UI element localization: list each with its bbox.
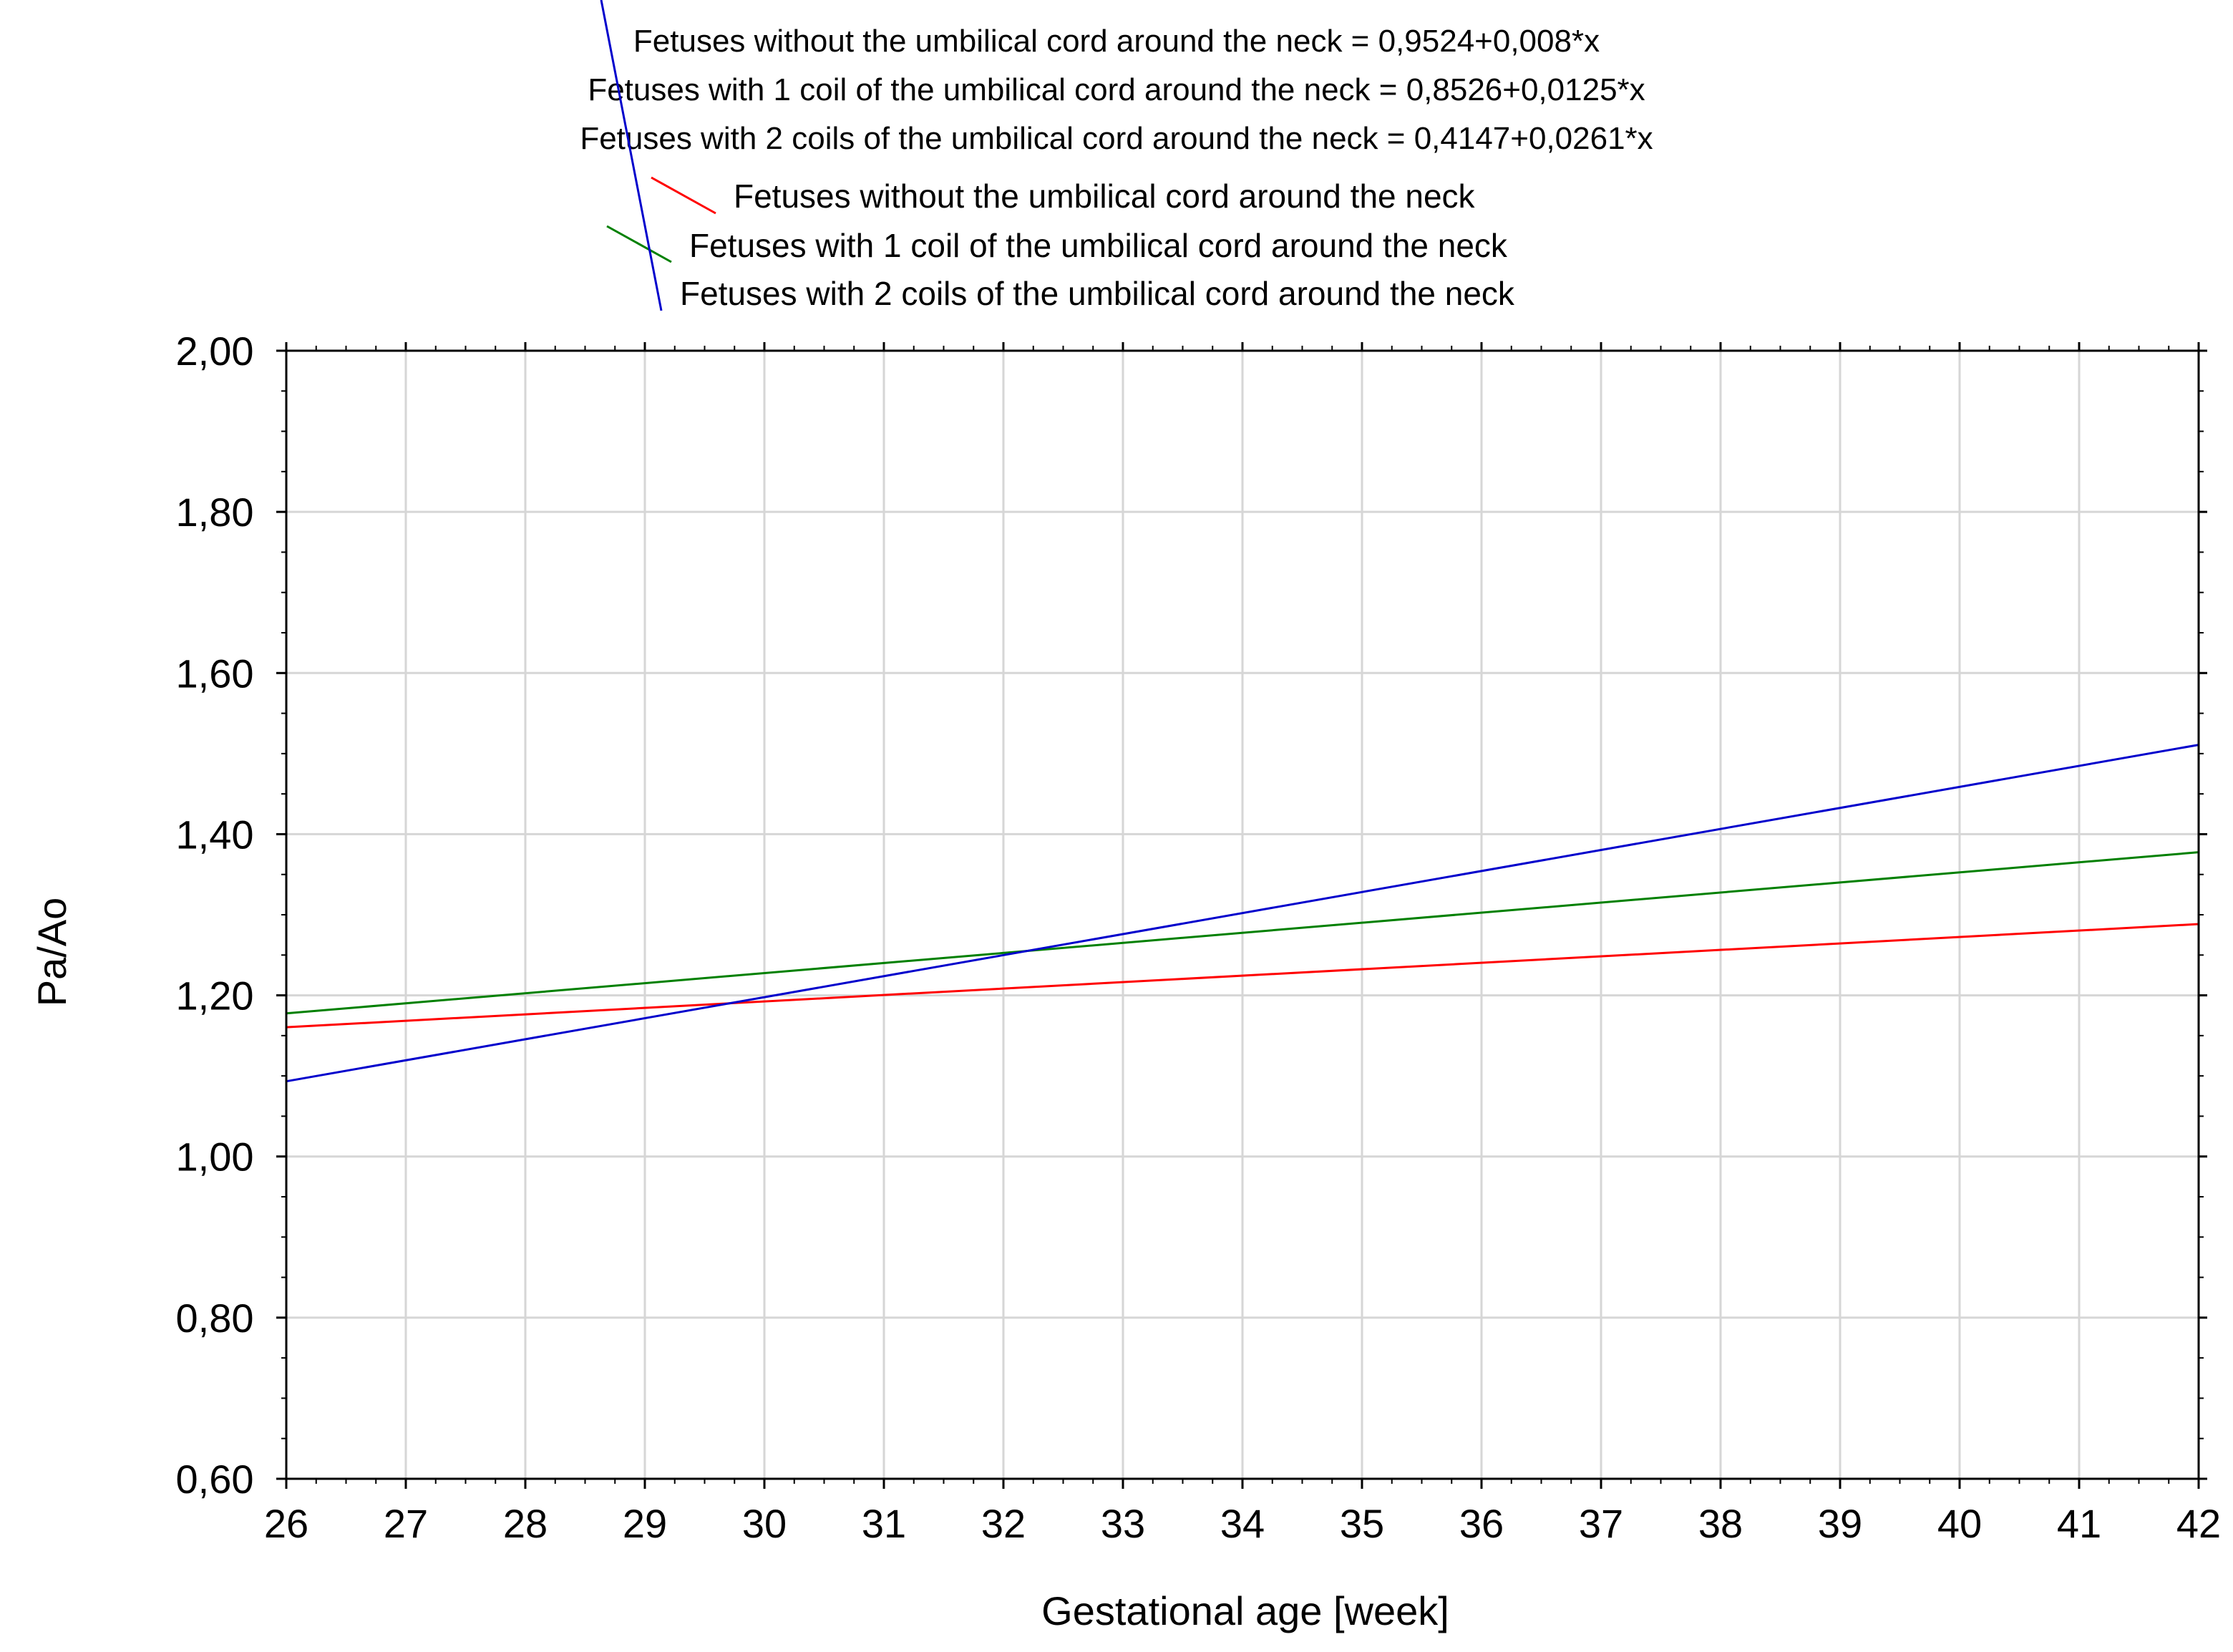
y-tick-label: 0,80 [176,1296,254,1341]
y-tick-label: 1,40 [176,812,254,857]
x-tick-label: 29 [623,1501,667,1546]
y-tick-label: 1,80 [176,490,254,535]
x-axis-tick-labels: 26 27 28 29 30 31 32 33 34 35 36 37 38 39 40 41 42 [264,1501,2221,1546]
equation-line-2: Fetuses with 1 coil of the umbilical cor… [588,72,1645,107]
x-tick-label: 33 [1101,1501,1145,1546]
y-axis-label: Pa/Ao [29,898,74,1007]
equation-header: Fetuses without the umbilical cord aroun… [580,24,1653,156]
equation-line-1: Fetuses without the umbilical cord aroun… [633,24,1600,59]
x-axis-label: Gestational age [week] [1041,1588,1449,1633]
x-tick-label: 42 [2176,1501,2221,1546]
series-line-no-cord [286,923,2199,1029]
legend-label-one-coil: Fetuses with 1 coil of the umbilical cor… [689,227,1508,264]
legend-label-no-cord: Fetuses without the umbilical cord aroun… [734,178,1476,215]
x-tick-label: 39 [1818,1501,1862,1546]
x-tick-label: 26 [264,1501,308,1546]
series-line-two-coils [286,744,2199,1083]
legend-swatch-blue [600,0,663,311]
x-tick-label: 38 [1698,1501,1743,1546]
grid [286,351,2199,1479]
y-tick-label: 2,00 [176,329,254,374]
legend-label-two-coils: Fetuses with 2 coils of the umbilical co… [680,275,1515,312]
x-tick-label: 27 [384,1501,428,1546]
x-tick-label: 31 [862,1501,906,1546]
legend: Fetuses without the umbilical cord aroun… [600,0,1515,312]
x-tick-label: 28 [503,1501,548,1546]
legend-swatch-red [651,176,716,215]
legend-swatch-green [606,225,672,263]
y-tick-label: 1,20 [176,973,254,1019]
series-line-one-coil [286,851,2199,1015]
x-tick-label: 32 [981,1501,1026,1546]
series-lines [286,744,2199,1083]
equation-line-3: Fetuses with 2 coils of the umbilical co… [580,121,1653,156]
x-tick-label: 35 [1340,1501,1384,1546]
y-tick-label: 1,60 [176,651,254,696]
x-tick-label: 36 [1459,1501,1504,1546]
x-tick-label: 37 [1579,1501,1623,1546]
x-tick-label: 41 [2057,1501,2101,1546]
y-axis-tick-labels: 0,60 0,80 1,00 1,20 1,40 1,60 1,80 2,00 [176,329,254,1502]
y-tick-label: 1,00 [176,1134,254,1180]
x-tick-label: 40 [1937,1501,1982,1546]
axis-ticks [276,342,2207,1489]
y-tick-label: 0,60 [176,1457,254,1502]
x-tick-label: 34 [1220,1501,1265,1546]
x-tick-label: 30 [742,1501,787,1546]
